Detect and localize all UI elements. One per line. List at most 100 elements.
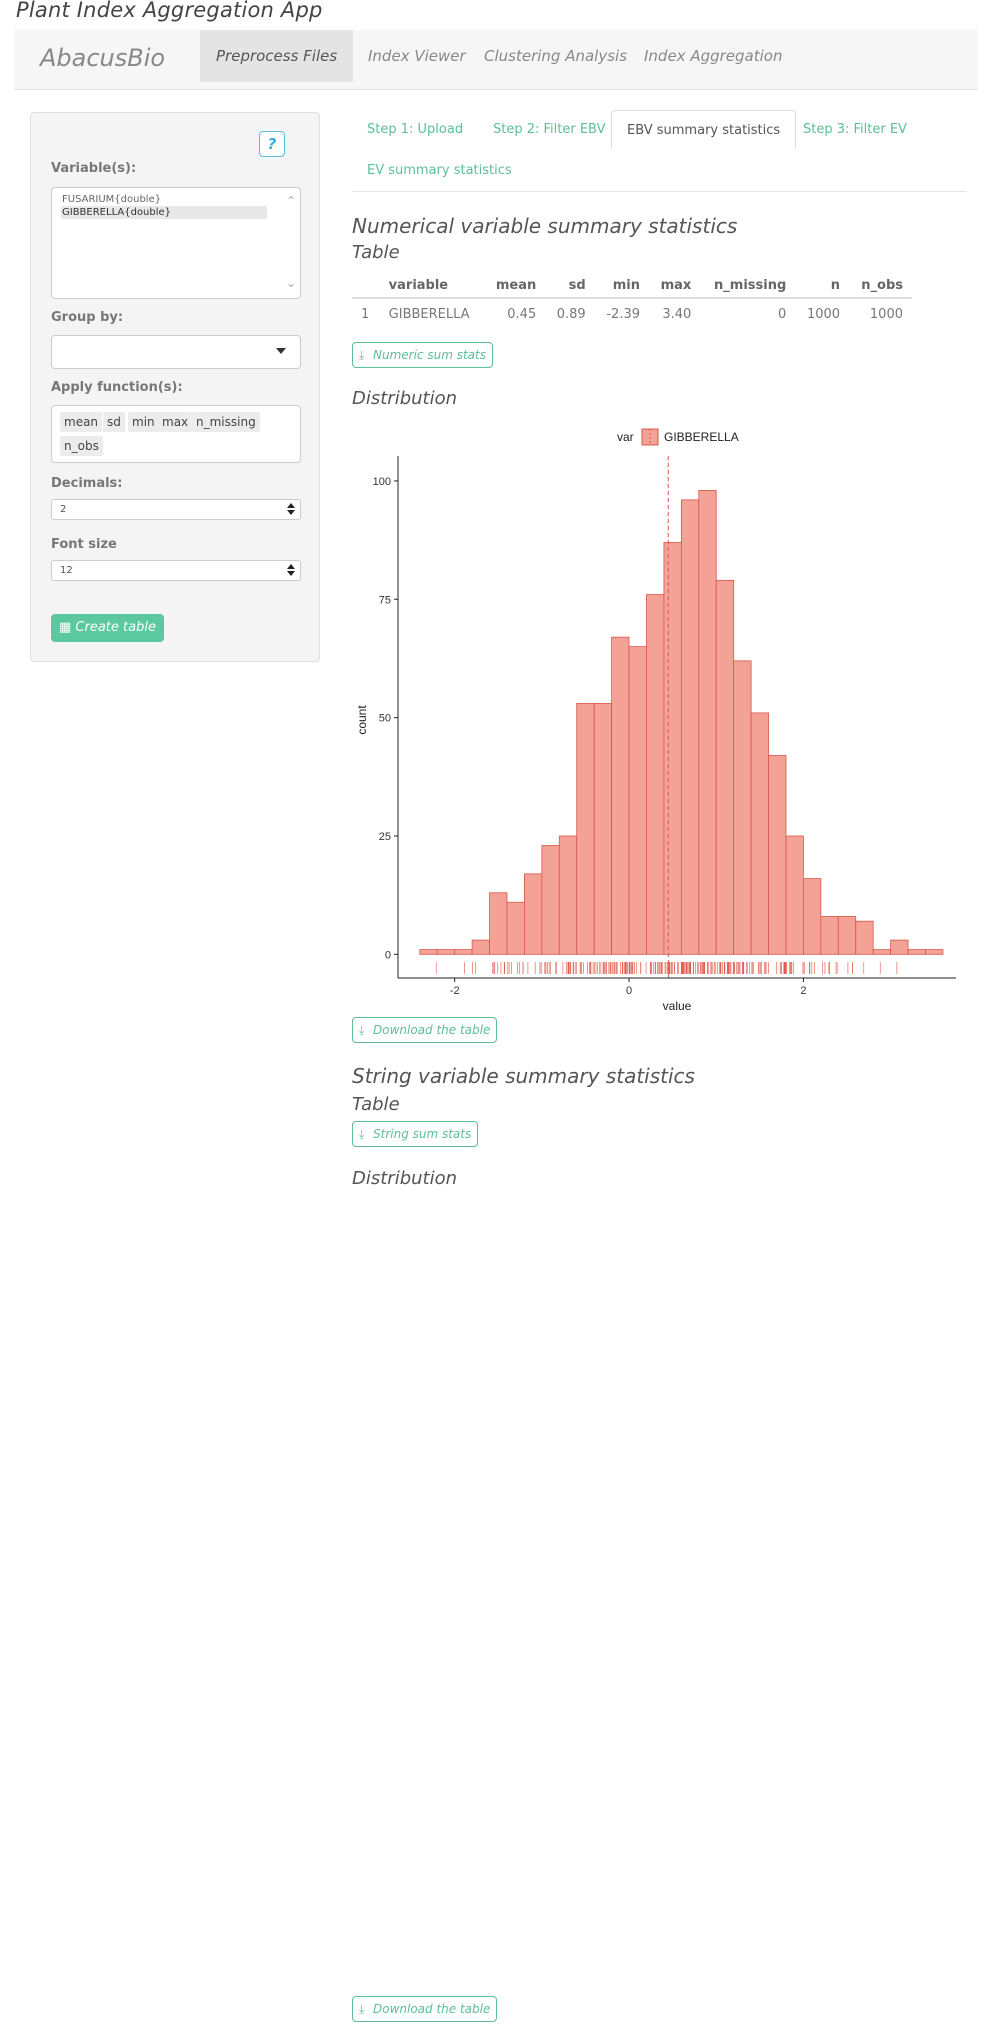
string-sum-stats-download-button[interactable]: ⤓ String sum stats (352, 1121, 479, 1147)
table-cell: 1000 (869, 307, 903, 322)
y-tick-label: 100 (373, 476, 391, 488)
scroll-down-icon[interactable]: ⌄ (285, 276, 297, 290)
font-size-label: Font size (51, 537, 117, 552)
histogram-bar (768, 755, 787, 955)
y-tick-label: 75 (379, 594, 391, 606)
numeric-download-table-label: Download the table (373, 1023, 491, 1037)
y-axis-label: count (355, 705, 369, 735)
function-tag[interactable]: n_obs (60, 436, 103, 456)
table-cell: 0.89 (556, 307, 586, 322)
tab-step-2-filter-ebv[interactable]: Step 2: Filter EBV (493, 122, 606, 137)
column-header: max (649, 274, 701, 299)
nav-preprocess-files[interactable]: Preprocess Files (200, 30, 354, 82)
table-cell: 1000 (806, 307, 841, 322)
download-icon: ⤓ (359, 348, 365, 362)
numeric-summary-table: variable mean sd min max n_missing n n_o… (352, 274, 912, 330)
histogram-bar (419, 949, 438, 955)
table-cell: 0 (778, 307, 787, 322)
numeric-distribution-heading: Distribution (352, 388, 458, 409)
histogram-bar (837, 916, 857, 955)
spinner-icon[interactable] (286, 503, 296, 517)
histogram-bar (872, 949, 892, 955)
histogram-bar (593, 703, 613, 955)
numeric-sum-stats-download-button[interactable]: ⤓ Numeric sum stats (352, 342, 493, 368)
tab-ev-summary-statistics[interactable]: EV summary statistics (367, 163, 512, 178)
x-axis-label: value (663, 999, 692, 1013)
group-by-select[interactable] (51, 335, 301, 369)
font-size-value: 12 (60, 565, 73, 576)
column-header (352, 274, 380, 299)
navbar: AbacusBio Preprocess Files Index Viewer … (14, 30, 978, 90)
tab-step-1-upload[interactable]: Step 1: Upload (367, 122, 464, 137)
histogram-bar (541, 845, 560, 955)
numeric-sum-stats-label: Numeric sum stats (373, 348, 486, 362)
table-cell: 3.40 (662, 307, 692, 322)
font-size-input[interactable]: 12 (51, 560, 301, 581)
variable-option-fusarium[interactable]: FUSARIUM{double} (62, 194, 162, 205)
string-download-table-button[interactable]: ⤓ Download the table (352, 1996, 498, 2022)
download-icon: ⤓ (359, 1127, 365, 1141)
y-tick-label: 0 (385, 949, 391, 961)
table-cell: 1 (361, 307, 370, 322)
histogram-bar (820, 916, 839, 955)
scroll-up-icon[interactable]: ⌃ (285, 194, 297, 208)
y-tick-label: 50 (379, 713, 391, 725)
nav-index-viewer[interactable]: Index Viewer (368, 47, 466, 65)
rug-marks (435, 962, 898, 974)
legend-entry: GIBBERELLA (664, 430, 739, 444)
numeric-table-heading: Table (352, 242, 400, 263)
histogram-bar (663, 542, 682, 955)
spinner-icon[interactable] (286, 564, 296, 578)
function-tag[interactable]: mean (60, 412, 103, 432)
histogram-bar (803, 878, 822, 955)
function-tag[interactable]: sd (103, 412, 125, 432)
create-table-label: Create table (75, 620, 156, 635)
x-tick-label: 2 (800, 985, 806, 997)
group-by-label: Group by: (51, 310, 124, 325)
decimals-label: Decimals: (51, 476, 123, 491)
sidebar-panel: ? Variable(s): FUSARIUM{double} GIBBEREL… (30, 112, 320, 662)
column-header: min (594, 274, 649, 299)
table-row: 1 GIBBERELLA 0.45 0.89 -2.39 3.40 0 1000… (352, 298, 912, 330)
histogram-chart: var GIBBERELLA 0 25 50 75 100 -2 0 2 count valu… (355, 428, 956, 1013)
functions-label: Apply function(s): (51, 380, 183, 395)
histogram-bar (698, 490, 717, 955)
function-tag[interactable]: min (128, 412, 159, 432)
y-tick-label: 25 (379, 831, 391, 843)
histogram-bar (733, 660, 752, 955)
histogram-bar (576, 703, 595, 955)
histogram-bar (524, 873, 543, 955)
create-table-button[interactable]: ▦ Create table (51, 614, 164, 642)
histogram-bars (419, 490, 944, 955)
histogram-bar (925, 949, 944, 955)
function-tag[interactable]: n_missing (192, 412, 260, 432)
variables-listbox[interactable]: FUSARIUM{double} GIBBERELLA{double} ⌃ ⌄ (51, 187, 301, 299)
table-cell: -2.39 (606, 307, 640, 322)
legend-title: var (617, 430, 634, 444)
tab-bar: Step 1: Upload Step 2: Filter EBV EBV su… (352, 110, 966, 192)
function-tag[interactable]: max (158, 412, 193, 432)
tab-ebv-summary-statistics[interactable]: EBV summary statistics (611, 110, 797, 150)
functions-selectize[interactable]: mean sd min max n_missing n_obs (51, 405, 301, 463)
chart-axes: 0 25 50 75 100 -2 0 2 (373, 456, 956, 997)
tab-step-3-filter-ev[interactable]: Step 3: Filter EV (803, 122, 907, 137)
brand-logo[interactable]: AbacusBio (40, 44, 166, 72)
table-icon: ▦ (59, 620, 76, 635)
table-header-row: variable mean sd min max n_missing n n_o… (352, 274, 912, 299)
histogram-bar (855, 920, 874, 955)
histogram-bar (715, 579, 735, 955)
column-header: mean (483, 274, 546, 299)
column-header: sd (545, 274, 595, 299)
help-button[interactable]: ? (259, 131, 285, 157)
histogram-bar (646, 594, 665, 955)
chart-legend: var GIBBERELLA (617, 428, 739, 446)
nav-clustering-analysis[interactable]: Clustering Analysis (484, 47, 628, 65)
variable-option-gibberella[interactable]: GIBBERELLA{double} (61, 206, 267, 219)
histogram-bar (890, 939, 909, 955)
string-distribution-heading: Distribution (352, 1168, 458, 1189)
x-tick-label: 0 (626, 985, 632, 997)
decimals-input[interactable]: 2 (51, 499, 301, 520)
caret-down-icon (276, 348, 286, 354)
numeric-download-table-button[interactable]: ⤓ Download the table (352, 1017, 498, 1043)
nav-index-aggregation[interactable]: Index Aggregation (644, 47, 783, 65)
